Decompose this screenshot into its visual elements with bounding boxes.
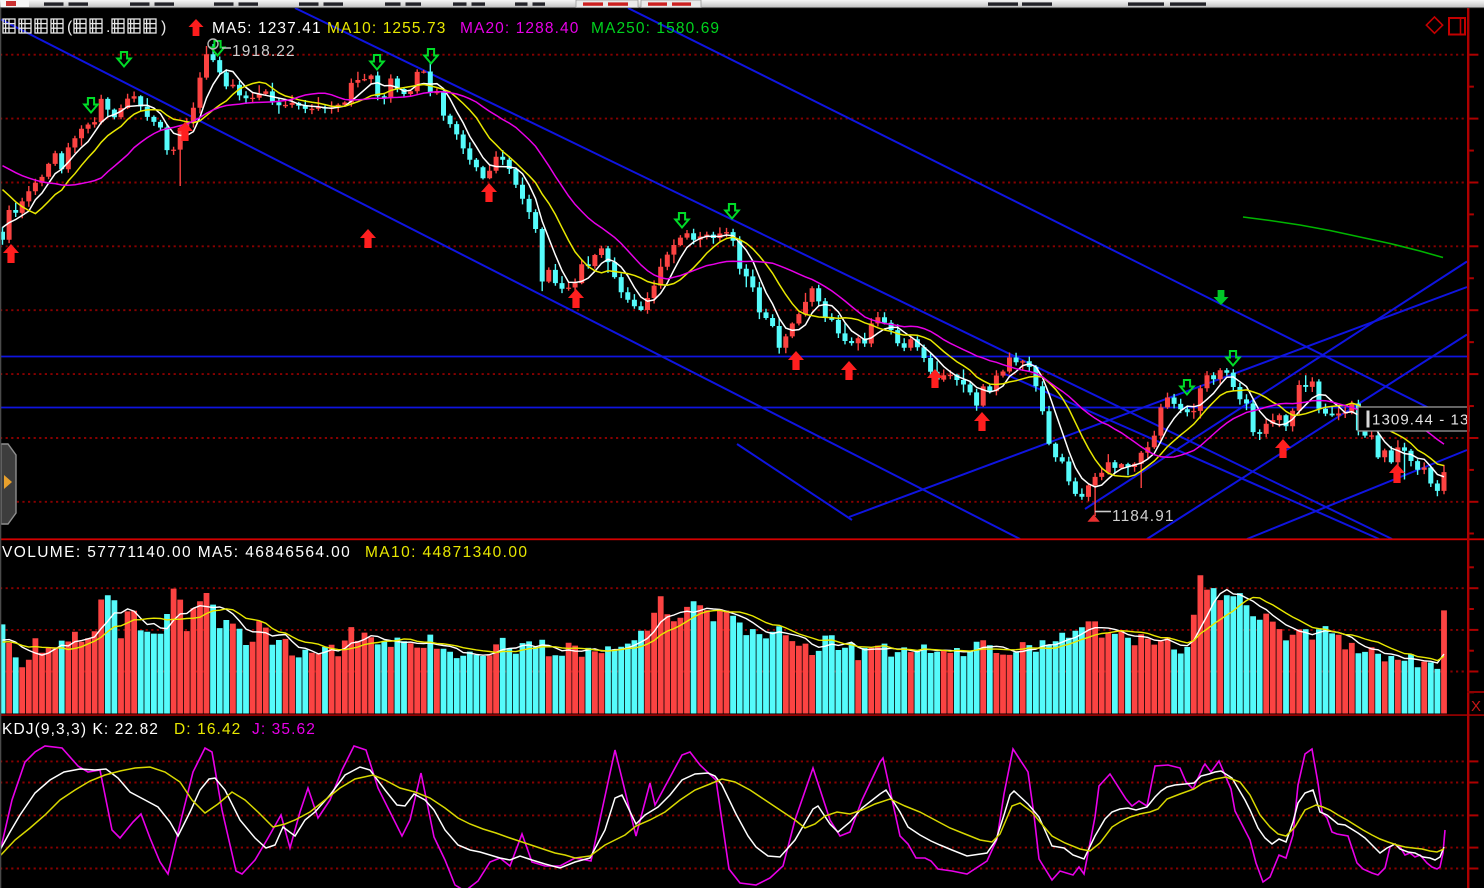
svg-text:.: .	[106, 19, 112, 36]
svg-text:(: (	[67, 19, 73, 36]
svg-text:1309.44 - 13: 1309.44 - 13	[1372, 412, 1469, 429]
svg-text:KDJ(9,3,3) K: 22.82: KDJ(9,3,3) K: 22.82	[2, 721, 159, 738]
svg-text:D: 16.42: D: 16.42	[174, 721, 241, 738]
svg-text:MA20: 1288.40: MA20: 1288.40	[460, 20, 579, 37]
svg-text:VOLUME: 57771140.00 MA5: 46846: VOLUME: 57771140.00 MA5: 46846564.00	[2, 544, 351, 561]
svg-text:MA10: 44871340.00: MA10: 44871340.00	[365, 544, 528, 561]
svg-text:MA250: 1580.69: MA250: 1580.69	[591, 20, 720, 37]
svg-text:MA5: 1237.41: MA5: 1237.41	[212, 20, 322, 37]
svg-text:MA10: 1255.73: MA10: 1255.73	[327, 20, 446, 37]
svg-text:1918.22: 1918.22	[232, 43, 296, 60]
svg-text:J: 35.62: J: 35.62	[252, 721, 316, 738]
svg-text:): )	[161, 19, 167, 36]
svg-text:X: X	[1471, 698, 1482, 715]
svg-text:1184.91: 1184.91	[1112, 508, 1175, 525]
